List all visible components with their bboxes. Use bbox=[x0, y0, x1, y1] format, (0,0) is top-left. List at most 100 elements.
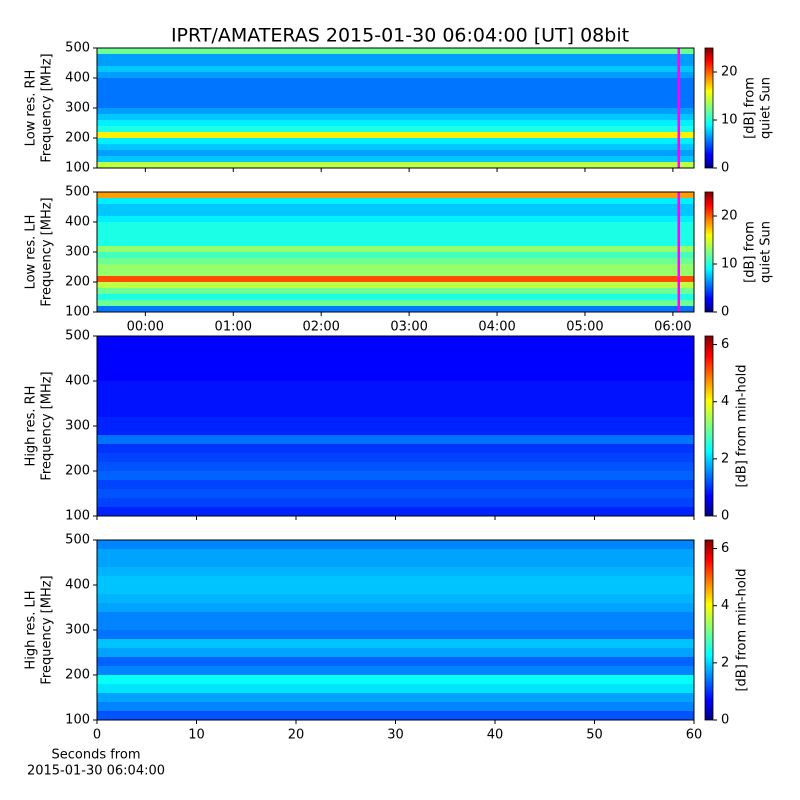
spectrum-band bbox=[97, 108, 694, 114]
colorbar-tick-label: 6 bbox=[721, 337, 729, 352]
spectrum-band bbox=[97, 372, 694, 381]
y-tick-label: 300 bbox=[65, 245, 90, 260]
spectrum-band bbox=[97, 639, 694, 648]
spectrum-band bbox=[97, 48, 694, 54]
spectrum-band bbox=[97, 258, 694, 264]
spectrum-band bbox=[97, 444, 694, 453]
spectrum-band bbox=[97, 234, 694, 240]
spectrum-band bbox=[97, 426, 694, 435]
colorbar-tick-label: 0 bbox=[721, 713, 729, 728]
x-tick-label: 02:00 bbox=[302, 320, 339, 335]
y-tick-label: 100 bbox=[65, 305, 90, 320]
spectrum-band bbox=[97, 300, 694, 306]
spectrum-band bbox=[97, 576, 694, 585]
y-tick-label: 200 bbox=[65, 275, 90, 290]
spectrum-band bbox=[97, 114, 694, 120]
colorbar-tick-label: 20 bbox=[721, 209, 738, 224]
colorbar-label: [dB] from bbox=[743, 77, 758, 139]
spectrum-band bbox=[97, 270, 694, 276]
y-tick-label: 400 bbox=[65, 215, 90, 230]
spectrum-band bbox=[97, 408, 694, 417]
spectrum-band bbox=[97, 126, 694, 132]
spectrum-band bbox=[97, 240, 694, 246]
spectrum-band bbox=[97, 336, 694, 345]
spectrum-band bbox=[97, 162, 694, 168]
spectrum-band bbox=[97, 462, 694, 471]
spectrum-band bbox=[97, 132, 694, 138]
colorbar bbox=[704, 335, 714, 517]
y-tick-label: 300 bbox=[65, 101, 90, 116]
y-tick-label: 500 bbox=[65, 533, 90, 548]
spectrum-band bbox=[97, 435, 694, 444]
y-tick-label: 100 bbox=[65, 509, 90, 524]
x-axis-label: Seconds from bbox=[51, 748, 140, 763]
spectrum-band bbox=[97, 363, 694, 372]
x-tick-label: 06:00 bbox=[654, 320, 691, 335]
figure-title: IPRT/AMATERAS 2015-01-30 06:04:00 [UT] 0… bbox=[171, 25, 629, 47]
colorbar-label: quiet Sun bbox=[759, 221, 774, 283]
spectrum-band bbox=[97, 192, 694, 198]
colorbar-tick-label: 0 bbox=[721, 305, 729, 320]
spectrum-band bbox=[97, 612, 694, 621]
spectrum-band bbox=[97, 621, 694, 630]
y-tick-label: 200 bbox=[65, 131, 90, 146]
y-tick-label: 500 bbox=[65, 329, 90, 344]
colorbar-tick-label: 0 bbox=[721, 161, 729, 176]
spectrum-band bbox=[97, 498, 694, 507]
spectrum-band bbox=[97, 702, 694, 711]
y-tick-label: 200 bbox=[65, 668, 90, 683]
colorbar-tick-label: 20 bbox=[721, 65, 738, 80]
spectrum-band bbox=[97, 345, 694, 354]
spectrum-band bbox=[97, 216, 694, 222]
spectrum-band bbox=[97, 549, 694, 558]
colorbar-tick-label: 4 bbox=[721, 394, 729, 409]
spectrum-band bbox=[97, 288, 694, 294]
x-axis-label: 2015-01-30 06:04:00 bbox=[27, 764, 165, 779]
spectrum-band bbox=[97, 138, 694, 144]
spectrum-band bbox=[97, 120, 694, 126]
spectrum-band bbox=[97, 204, 694, 210]
spectrum-band bbox=[97, 54, 694, 60]
colorbar-tick-label: 2 bbox=[721, 655, 729, 670]
spectrum-band bbox=[97, 648, 694, 657]
spectrum-band bbox=[97, 684, 694, 693]
x-tick-label: 60 bbox=[686, 728, 703, 743]
x-tick-label: 05:00 bbox=[566, 320, 603, 335]
spectrum-band bbox=[97, 198, 694, 204]
spectrum-band bbox=[97, 60, 694, 66]
spectrum-band bbox=[97, 354, 694, 363]
spectrum-band bbox=[97, 453, 694, 462]
spectrum-band bbox=[97, 594, 694, 603]
spectrum-band bbox=[97, 72, 694, 78]
colorbar-tick-label: 4 bbox=[721, 598, 729, 613]
x-tick-label: 40 bbox=[487, 728, 504, 743]
spectrum-band bbox=[97, 150, 694, 156]
spectrum-band bbox=[97, 210, 694, 216]
y-axis-label: Frequency [MHz] bbox=[40, 53, 55, 162]
spectrum-band bbox=[97, 306, 694, 312]
colorbar-tick-label: 2 bbox=[721, 451, 729, 466]
x-tick-label: 03:00 bbox=[390, 320, 427, 335]
y-axis-label: High res. LH bbox=[24, 590, 39, 669]
x-tick-label: 04:00 bbox=[478, 320, 515, 335]
y-axis-label: Low res. RH bbox=[24, 70, 39, 147]
spectrum-band bbox=[97, 222, 694, 228]
y-axis-label: Frequency [MHz] bbox=[40, 371, 55, 480]
x-tick-label: 10 bbox=[188, 728, 205, 743]
spectrum-band bbox=[97, 276, 694, 282]
y-tick-label: 300 bbox=[65, 623, 90, 638]
spectrum-band bbox=[97, 399, 694, 408]
spectrum-band bbox=[97, 156, 694, 162]
spectrum-band bbox=[97, 78, 694, 84]
spectrum-band bbox=[97, 675, 694, 684]
spectrum-band bbox=[97, 90, 694, 96]
spectrum-band bbox=[97, 585, 694, 594]
colorbar-tick-label: 10 bbox=[721, 113, 738, 128]
colorbar-label: quiet Sun bbox=[759, 77, 774, 139]
colorbar-tick-label: 0 bbox=[721, 509, 729, 524]
spectrum-band bbox=[97, 480, 694, 489]
colorbar bbox=[704, 47, 714, 169]
spectrum-band bbox=[97, 567, 694, 576]
spectrum-band bbox=[97, 84, 694, 90]
x-tick-label: 50 bbox=[586, 728, 603, 743]
